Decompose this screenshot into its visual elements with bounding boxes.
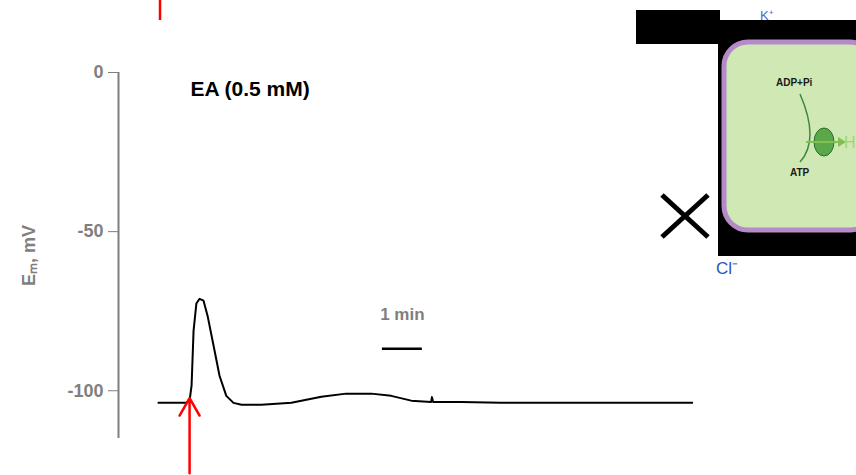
- svg-text:EA (0.5 mM): EA (0.5 mM): [190, 77, 309, 100]
- svg-text:-50: -50: [77, 221, 103, 241]
- svg-text:K⁺: K⁺: [760, 8, 773, 23]
- svg-text:Cl⁻: Cl⁻: [716, 259, 738, 278]
- svg-text:-100: -100: [67, 381, 103, 401]
- svg-text:ADP+Pi: ADP+Pi: [776, 77, 813, 88]
- svg-text:0: 0: [93, 62, 103, 82]
- svg-text:1 min: 1 min: [380, 305, 424, 324]
- svg-text:H: H: [844, 134, 856, 151]
- svg-text:ATP: ATP: [790, 167, 810, 178]
- svg-text:Eₘ, mV: Eₘ, mV: [19, 225, 39, 286]
